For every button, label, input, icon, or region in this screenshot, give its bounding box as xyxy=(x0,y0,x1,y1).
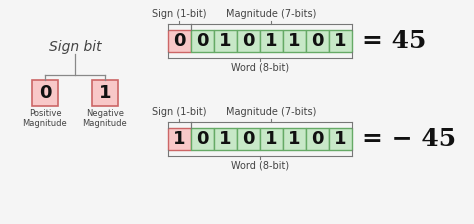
FancyBboxPatch shape xyxy=(191,30,214,52)
FancyBboxPatch shape xyxy=(214,128,237,150)
Text: 0: 0 xyxy=(196,32,209,50)
FancyBboxPatch shape xyxy=(306,30,329,52)
FancyBboxPatch shape xyxy=(283,128,306,150)
FancyBboxPatch shape xyxy=(32,80,58,106)
Text: 1: 1 xyxy=(334,32,347,50)
Text: 1: 1 xyxy=(265,32,278,50)
Text: 0: 0 xyxy=(242,130,255,148)
Text: 0: 0 xyxy=(196,130,209,148)
Text: = − 45: = − 45 xyxy=(362,127,456,151)
Text: Positive
Magnitude: Positive Magnitude xyxy=(23,109,67,128)
Text: 0: 0 xyxy=(311,32,324,50)
FancyBboxPatch shape xyxy=(283,30,306,52)
Text: 1: 1 xyxy=(99,84,111,102)
Text: 0: 0 xyxy=(39,84,51,102)
Text: Sign (1-bit): Sign (1-bit) xyxy=(152,9,207,19)
Text: Word (8-bit): Word (8-bit) xyxy=(231,161,289,171)
FancyBboxPatch shape xyxy=(214,30,237,52)
FancyBboxPatch shape xyxy=(237,30,260,52)
Text: 1: 1 xyxy=(173,130,186,148)
Text: Sign (1-bit): Sign (1-bit) xyxy=(152,107,207,117)
Text: 1: 1 xyxy=(219,32,232,50)
Text: 1: 1 xyxy=(265,130,278,148)
Text: 0: 0 xyxy=(173,32,186,50)
FancyBboxPatch shape xyxy=(260,128,283,150)
FancyBboxPatch shape xyxy=(191,128,214,150)
FancyBboxPatch shape xyxy=(92,80,118,106)
Text: Sign bit: Sign bit xyxy=(49,40,101,54)
Text: Magnitude (7-bits): Magnitude (7-bits) xyxy=(226,9,317,19)
FancyBboxPatch shape xyxy=(168,30,191,52)
Text: 1: 1 xyxy=(334,130,347,148)
FancyBboxPatch shape xyxy=(237,128,260,150)
Text: 0: 0 xyxy=(242,32,255,50)
FancyBboxPatch shape xyxy=(329,30,352,52)
Text: 1: 1 xyxy=(288,32,301,50)
Text: 1: 1 xyxy=(288,130,301,148)
Text: Negative
Magnitude: Negative Magnitude xyxy=(82,109,128,128)
Text: 1: 1 xyxy=(219,130,232,148)
Text: = 45: = 45 xyxy=(362,29,427,53)
FancyBboxPatch shape xyxy=(260,30,283,52)
FancyBboxPatch shape xyxy=(329,128,352,150)
FancyBboxPatch shape xyxy=(306,128,329,150)
Text: Magnitude (7-bits): Magnitude (7-bits) xyxy=(226,107,317,117)
FancyBboxPatch shape xyxy=(168,128,191,150)
Text: 0: 0 xyxy=(311,130,324,148)
Text: Word (8-bit): Word (8-bit) xyxy=(231,63,289,73)
